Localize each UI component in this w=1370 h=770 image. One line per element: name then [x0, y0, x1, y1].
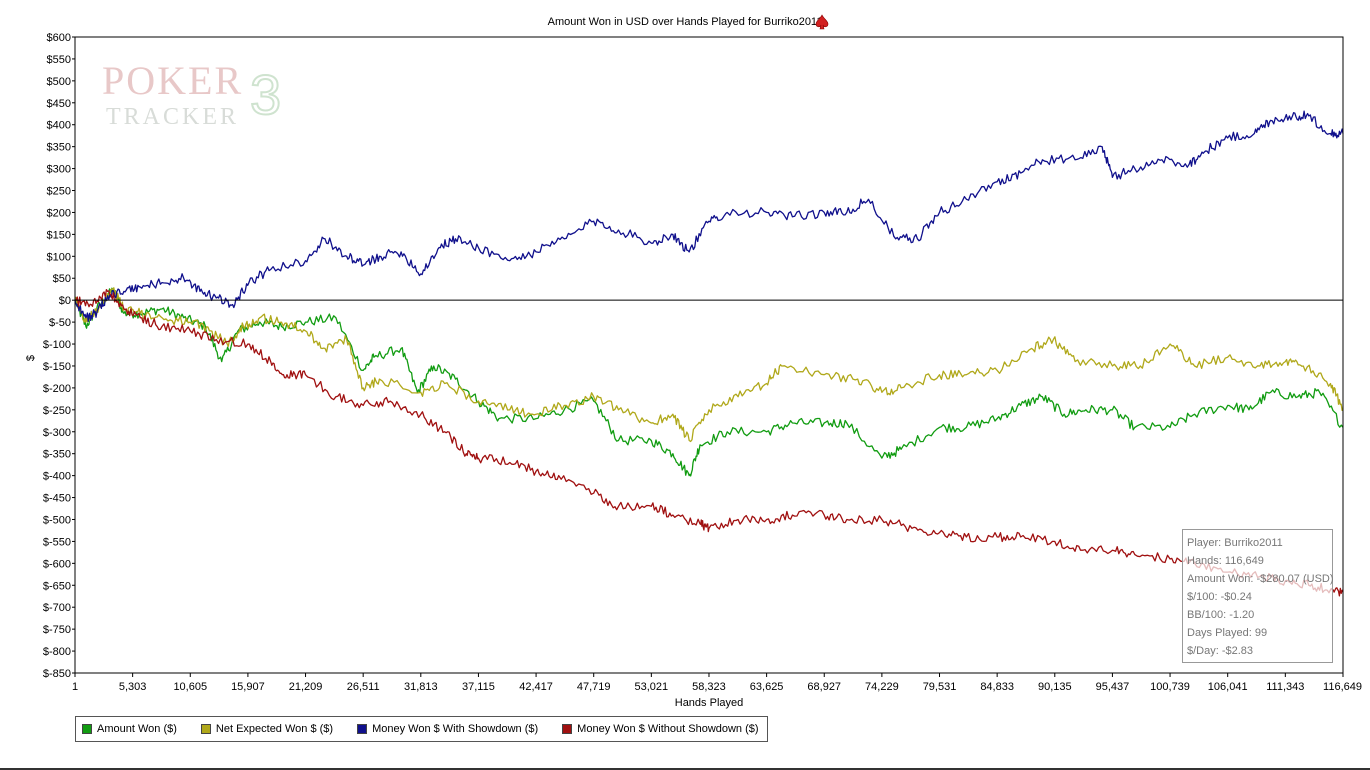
- y-tick-label: $-250: [43, 405, 71, 417]
- series-line-4: [75, 288, 1344, 597]
- y-tick-label: $-500: [43, 514, 71, 526]
- x-axis-label: Hands Played: [675, 697, 744, 709]
- legend-label: Amount Won ($): [97, 723, 177, 735]
- plot-background: [75, 37, 1343, 673]
- x-tick-label: 42,417: [519, 681, 553, 693]
- y-tick-label: $300: [47, 164, 71, 176]
- legend-item-without-showdown[interactable]: Money Won $ Without Showdown ($): [562, 723, 759, 735]
- x-tick-label: 5,303: [119, 681, 147, 693]
- x-tick-label: 10,605: [173, 681, 207, 693]
- legend-item-with-showdown[interactable]: Money Won $ With Showdown ($): [357, 723, 538, 735]
- legend-swatch: [200, 724, 211, 734]
- y-ticks: $600 $550 $500 $450 $400 $350 $300 $250 $200 $150…: [43, 32, 75, 680]
- x-ticks: 1 5,303 10,605 15,907 21,209 26,511 31,813 37,1…: [72, 673, 1362, 693]
- x-tick-label: 58,323: [692, 681, 726, 693]
- legend-item-net-expected-won[interactable]: Net Expected Won $ ($): [200, 723, 334, 735]
- x-tick-label: 111,343: [1266, 681, 1304, 693]
- x-tick-label: 79,531: [923, 681, 957, 693]
- legend-label: Net Expected Won $ ($): [215, 723, 334, 735]
- stat-days-played: Days Played: 99: [1187, 627, 1268, 639]
- y-tick-label: $350: [47, 142, 71, 154]
- y-tick-label: $-650: [43, 580, 71, 592]
- y-tick-label: $-300: [43, 427, 71, 439]
- legend-label: Money Won $ With Showdown ($): [372, 723, 539, 735]
- y-tick-label: $-550: [43, 536, 71, 548]
- y-tick-label: $-600: [43, 558, 71, 570]
- x-tick-label: 1: [72, 681, 78, 693]
- y-tick-label: $150: [47, 229, 71, 241]
- y-tick-label: $-850: [43, 668, 71, 680]
- legend-swatch: [562, 724, 573, 734]
- chart-title: Amount Won in USD over Hands Played for …: [548, 16, 823, 28]
- player-stats-box: Player: Burriko2011 Hands: 116,649 Amoun…: [1182, 529, 1334, 663]
- x-tick-label: 68,927: [807, 681, 841, 693]
- x-tick-label: 53,021: [635, 681, 669, 693]
- y-tick-label: $-350: [43, 449, 71, 461]
- x-tick-label: 84,833: [980, 681, 1014, 693]
- stat-amount-won: Amount Won: -$280.07 (USD): [1187, 573, 1334, 585]
- x-tick-label: 15,907: [231, 681, 265, 693]
- chart-legend: Amount Won ($) Net Expected Won $ ($) Mo…: [75, 716, 768, 742]
- spade-icon: [815, 14, 829, 30]
- x-tick-label: 47,719: [577, 681, 611, 693]
- y-tick-label: $-200: [43, 383, 71, 395]
- y-tick-label: $-150: [43, 361, 71, 373]
- y-tick-label: $250: [47, 186, 71, 198]
- plot-area: [75, 37, 1343, 673]
- y-tick-label: $-700: [43, 602, 71, 614]
- x-tick-label: 95,437: [1096, 681, 1130, 693]
- x-tick-label: 74,229: [865, 681, 899, 693]
- y-tick-label: $-400: [43, 471, 71, 483]
- stat-hands: Hands: 116,649: [1187, 555, 1264, 567]
- stat-per-100: $/100: -$0.24: [1187, 591, 1252, 603]
- x-tick-label: 26,511: [347, 681, 380, 693]
- x-tick-label: 63,625: [750, 681, 784, 693]
- pokertracker-logo: POKER TRACKER 3: [100, 58, 310, 138]
- legend-label: Money Won $ Without Showdown ($): [577, 723, 759, 735]
- x-tick-label: 106,041: [1208, 681, 1248, 693]
- legend-swatch: [357, 724, 368, 734]
- y-tick-label: $-100: [43, 339, 71, 351]
- x-tick-label: 37,115: [462, 681, 495, 693]
- series-line-3: [74, 110, 1344, 322]
- stat-per-day: $/Day: -$2.83: [1187, 645, 1254, 657]
- logo-mark: 3: [250, 63, 281, 126]
- legend-swatch: [82, 724, 92, 734]
- x-tick-label: 100,739: [1150, 681, 1190, 693]
- x-tick-label: 90,135: [1038, 681, 1072, 693]
- y-tick-label: $-750: [43, 624, 71, 636]
- y-tick-label: $50: [53, 273, 71, 285]
- series-layer: [74, 110, 1344, 597]
- x-tick-label: 21,209: [289, 681, 323, 693]
- y-tick-label: $-50: [49, 317, 71, 329]
- y-tick-label: $450: [47, 98, 71, 110]
- y-tick-label: $400: [47, 120, 71, 132]
- y-tick-label: $500: [47, 76, 71, 88]
- x-tick-label: 116,649: [1323, 681, 1362, 693]
- logo-text-line1: POKER: [102, 58, 243, 103]
- y-tick-label: $0: [59, 295, 71, 307]
- stat-player: Player: Burriko2011: [1187, 537, 1283, 549]
- series-line-1: [74, 287, 1344, 477]
- logo-text-line2: TRACKER: [106, 104, 239, 130]
- y-tick-label: $100: [47, 251, 71, 263]
- y-tick-label: $-450: [43, 493, 71, 505]
- y-tick-label: $600: [47, 32, 71, 44]
- y-tick-label: $-800: [43, 646, 71, 658]
- stat-bb-100: BB/100: -1.20: [1187, 609, 1255, 621]
- y-tick-label: $550: [47, 54, 71, 66]
- x-tick-label: 31,813: [404, 681, 438, 693]
- y-tick-label: $200: [47, 207, 71, 219]
- legend-item-amount-won[interactable]: Amount Won ($): [82, 723, 177, 735]
- y-axis-label: $: [25, 355, 37, 361]
